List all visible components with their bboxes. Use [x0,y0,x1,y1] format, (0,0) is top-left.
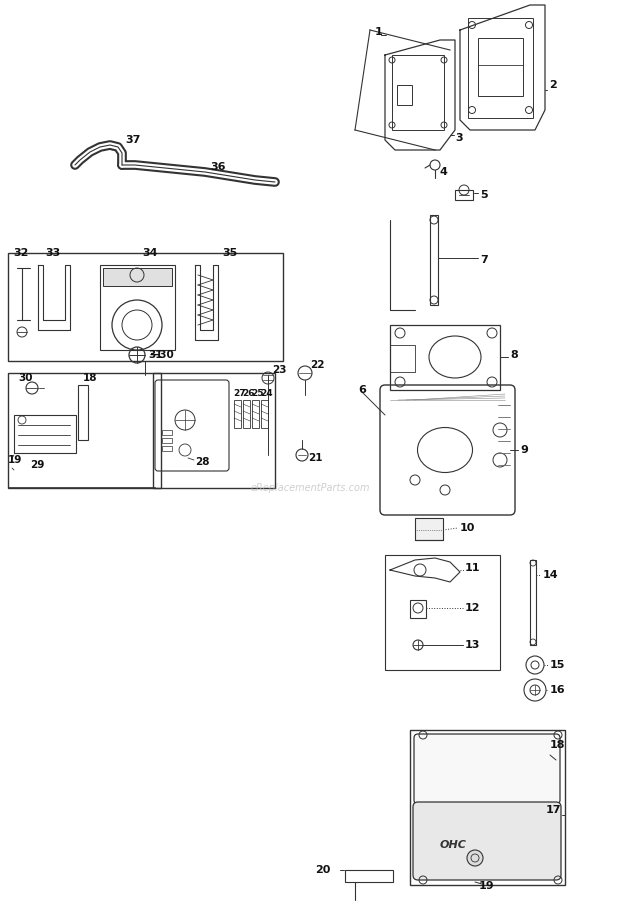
Text: 19: 19 [478,881,494,891]
Text: 5: 5 [480,190,487,200]
Bar [468,18,533,118]
Bar [103,268,172,286]
Text: 32: 32 [13,248,29,258]
Bar [234,400,241,428]
Text: 34: 34 [142,248,157,258]
Text: 24: 24 [260,389,273,398]
Text: 19: 19 [8,455,22,465]
Bar [252,400,259,428]
Text: 3: 3 [455,133,463,143]
Text: OHC: OHC [440,840,466,850]
Text: 35: 35 [222,248,237,258]
Text: 6: 6 [358,385,366,395]
Text: 25: 25 [251,389,264,398]
Bar [14,415,76,453]
FancyBboxPatch shape [413,802,561,880]
Text: 1: 1 [375,27,383,37]
Bar [162,446,172,451]
Text: 33: 33 [45,248,60,258]
Text: 15: 15 [550,660,565,670]
Bar [8,253,283,361]
Bar [78,385,88,440]
Bar [162,430,172,435]
Text: 11: 11 [465,563,480,573]
Text: 36: 36 [210,162,226,172]
Bar [455,190,473,200]
Text: 18: 18 [83,373,97,383]
Text: 13: 13 [465,640,480,650]
Text: 23: 23 [272,365,286,375]
Text: 26: 26 [242,389,254,398]
Text: —30: —30 [150,350,175,360]
Text: 12: 12 [465,603,480,613]
Bar [530,560,536,645]
Text: 16: 16 [550,685,565,695]
Bar [430,215,438,305]
Bar [8,373,161,488]
Bar [410,730,565,885]
Text: 4: 4 [440,167,448,177]
Bar [162,438,172,443]
Bar [415,518,443,540]
Text: 2: 2 [549,80,557,90]
Text: 37: 37 [125,135,140,145]
Text: 22: 22 [310,360,324,370]
Text: 31: 31 [148,350,162,360]
Text: 17: 17 [546,805,562,815]
Circle shape [467,850,483,866]
Bar [385,555,500,670]
Bar [345,870,393,882]
Bar [153,373,275,488]
Text: 9: 9 [520,445,528,455]
Bar [100,265,175,350]
Text: 14: 14 [543,570,559,580]
Bar [261,400,268,428]
Bar [392,55,444,130]
FancyBboxPatch shape [414,734,560,804]
Text: 28: 28 [195,457,210,467]
Bar [390,325,500,390]
Text: 18: 18 [550,740,565,750]
Text: 21: 21 [308,453,322,463]
Text: eReplacementParts.com: eReplacementParts.com [250,483,370,493]
Text: 27: 27 [233,389,246,398]
Bar [243,400,250,428]
Text: 20: 20 [314,865,330,875]
Text: 8: 8 [510,350,518,360]
Bar [397,85,412,105]
Text: 7: 7 [480,255,488,265]
Text: 30: 30 [18,373,32,383]
Bar [410,600,426,618]
Text: 10: 10 [460,523,476,533]
Bar [478,38,523,96]
Text: 29: 29 [30,460,45,470]
